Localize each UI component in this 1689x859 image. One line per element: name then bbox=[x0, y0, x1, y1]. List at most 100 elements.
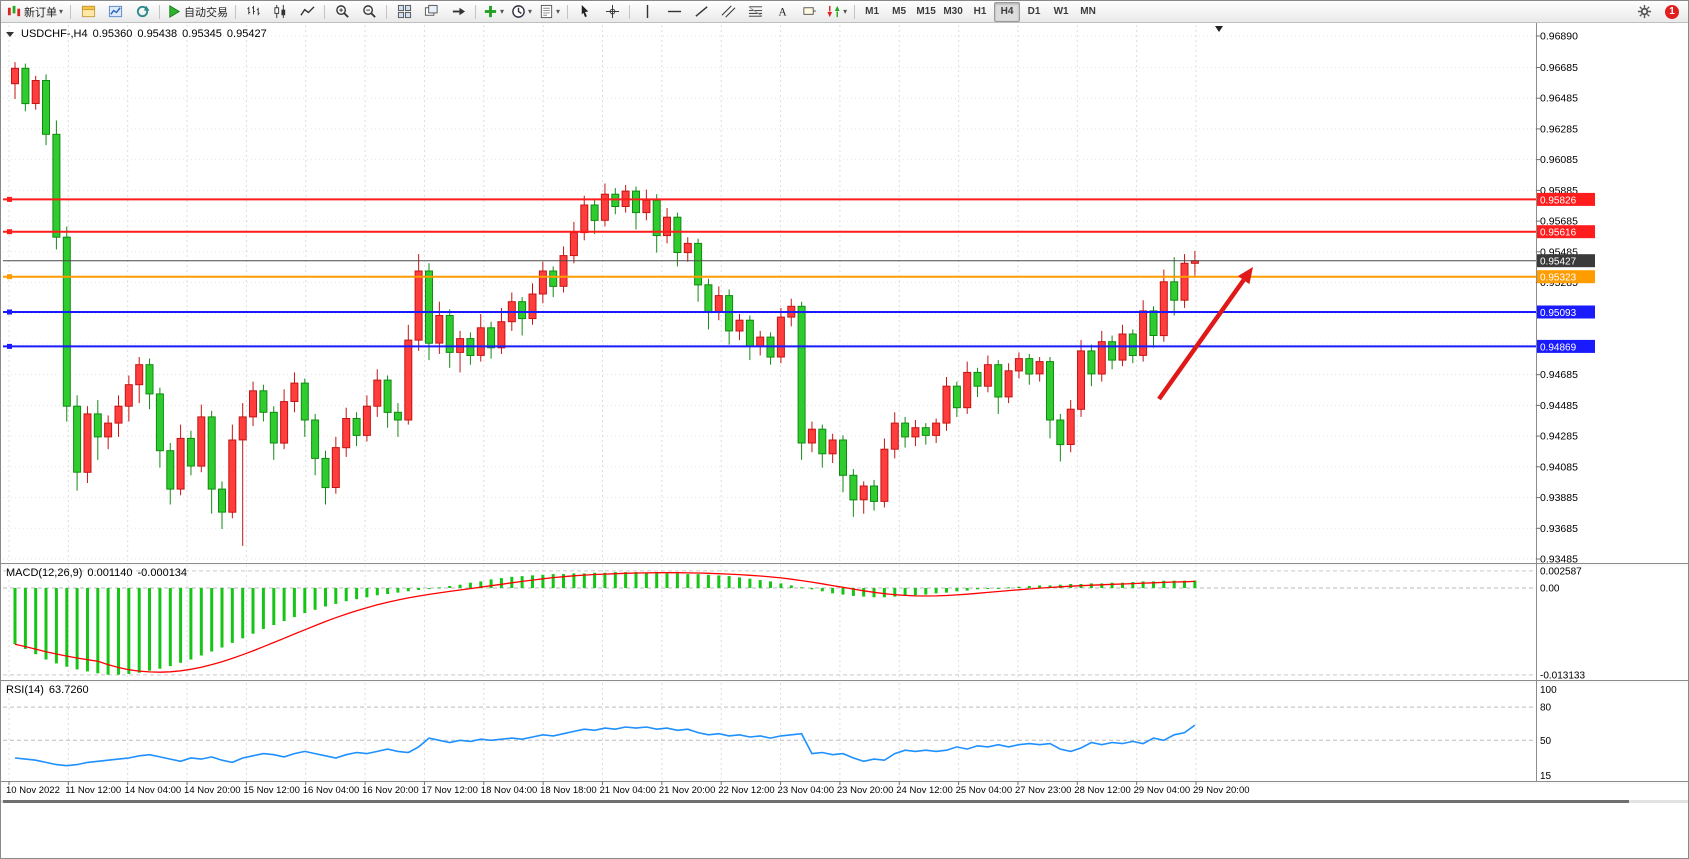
cursor-button[interactable] bbox=[572, 2, 598, 22]
candle bbox=[766, 332, 775, 365]
price-axis-label: 0.94085 bbox=[1540, 461, 1578, 473]
tf-h4-button[interactable]: H4 bbox=[994, 1, 1021, 22]
candle bbox=[1004, 363, 1013, 404]
zoom-out-button[interactable] bbox=[356, 2, 382, 22]
arrows-button[interactable]: ▾ bbox=[823, 2, 850, 22]
candle bbox=[176, 424, 185, 496]
vertical-line-button[interactable] bbox=[634, 2, 660, 22]
rsi-header: RSI(14) 63.7260 bbox=[6, 684, 89, 696]
high-value: 0.95438 bbox=[137, 28, 178, 40]
tf-h1-button[interactable]: H1 bbox=[973, 6, 987, 17]
price-tag bbox=[1537, 305, 1595, 319]
tf-m30-button[interactable]: M30 bbox=[943, 6, 963, 17]
tf-m5-button[interactable]: M5 bbox=[892, 6, 907, 17]
macd-signal-line bbox=[14, 572, 1195, 673]
price-axis-label: 0.96890 bbox=[1540, 31, 1578, 43]
candle bbox=[31, 75, 40, 110]
candle bbox=[983, 355, 992, 393]
candle bbox=[166, 443, 175, 505]
candle bbox=[373, 369, 382, 417]
bar-chart-button[interactable] bbox=[240, 2, 266, 22]
candle bbox=[290, 372, 299, 413]
crosshair-button[interactable] bbox=[599, 2, 625, 22]
candle bbox=[93, 400, 102, 460]
candle bbox=[1159, 269, 1168, 342]
time-axis-label: 25 Nov 04:00 bbox=[956, 785, 1013, 796]
time-axis[interactable]: 10 Nov 2022 11 Nov 12:00 14 Nov 04:00 14 No… bbox=[6, 781, 1250, 797]
tf-m1-button[interactable]: M1 bbox=[865, 6, 880, 17]
candle bbox=[797, 301, 806, 460]
notification-badge[interactable]: 1 bbox=[1659, 2, 1685, 22]
candle bbox=[569, 221, 578, 264]
rsi-value: 63.7260 bbox=[48, 684, 89, 696]
candlestick-chart-button[interactable] bbox=[267, 2, 293, 22]
indicators-button[interactable]: ▾ bbox=[484, 5, 505, 18]
candle bbox=[11, 62, 19, 99]
chart-settings-button[interactable] bbox=[1631, 2, 1657, 22]
price-axis[interactable]: 0.96890 0.96685 0.96485 0.96285 0.96085 0.958… bbox=[1536, 31, 1578, 566]
candle bbox=[445, 309, 454, 368]
toolbar: 新订单 ▾ 自动交易 ▾ ▾ ▾ A ▾ M1 M5 M15 M30 H1 H4 D1 W1 MN 1 bbox=[1, 1, 1688, 23]
candle bbox=[745, 315, 754, 361]
svg-text:0.95323: 0.95323 bbox=[1540, 273, 1577, 284]
periods-button[interactable]: ▾ bbox=[508, 2, 535, 22]
price-axis-label: 0.94685 bbox=[1540, 369, 1578, 381]
price-tag bbox=[1537, 192, 1595, 206]
fibonacci-button[interactable] bbox=[742, 2, 768, 22]
price-axis-label: 0.96285 bbox=[1540, 123, 1578, 135]
candle bbox=[911, 420, 920, 447]
new-order-button[interactable]: 新订单 ▾ bbox=[4, 2, 66, 22]
equidistant-channel-button[interactable] bbox=[715, 2, 741, 22]
candle bbox=[104, 415, 113, 450]
tile-windows-button[interactable] bbox=[391, 2, 417, 22]
text-button[interactable]: A bbox=[769, 2, 795, 22]
trendline-button[interactable] bbox=[688, 2, 714, 22]
candle bbox=[197, 404, 206, 473]
indicator-axis: 0.002587 0.00 -0.013133 100 80 50 15 bbox=[1540, 566, 1585, 782]
chart-shift-button[interactable] bbox=[445, 2, 471, 22]
trend-arrow-annotation[interactable] bbox=[1157, 267, 1253, 401]
line-handle bbox=[7, 196, 12, 202]
horizontal-line-button[interactable] bbox=[661, 2, 687, 22]
time-axis-label: 18 Nov 04:00 bbox=[481, 785, 538, 796]
zoom-in-button[interactable] bbox=[329, 2, 355, 22]
auto-arrange-button[interactable] bbox=[418, 2, 444, 22]
h-scrollbar-track[interactable] bbox=[1, 800, 1688, 803]
tf-w1-button[interactable]: W1 bbox=[1053, 6, 1069, 17]
support-line-upper[interactable] bbox=[3, 309, 1536, 315]
candle bbox=[1097, 330, 1106, 382]
candle bbox=[62, 226, 71, 422]
data-window-button[interactable] bbox=[102, 2, 128, 22]
resistance-line-lower[interactable] bbox=[3, 229, 1536, 235]
line-chart-button[interactable] bbox=[294, 2, 320, 22]
auto-trading-button[interactable]: 自动交易 bbox=[164, 2, 231, 22]
market-watch-button[interactable] bbox=[75, 2, 101, 22]
candle bbox=[21, 63, 30, 112]
panel-frame bbox=[1, 23, 1688, 784]
shift-end-marker[interactable] bbox=[1215, 26, 1223, 32]
candle bbox=[994, 360, 1003, 414]
tf-m15-button[interactable]: M15 bbox=[916, 6, 936, 17]
candle bbox=[880, 438, 889, 508]
candle bbox=[1170, 257, 1179, 316]
templates-button[interactable]: ▾ bbox=[536, 2, 563, 22]
text-label-button[interactable] bbox=[796, 2, 822, 22]
candle bbox=[280, 389, 289, 450]
symbol-label: USDCHF-,H4 bbox=[21, 28, 88, 40]
support-line-lower[interactable] bbox=[3, 343, 1536, 349]
candle bbox=[259, 384, 268, 422]
navigator-button[interactable] bbox=[129, 2, 155, 22]
time-axis-label: 16 Nov 20:00 bbox=[362, 785, 419, 796]
candle bbox=[756, 330, 765, 356]
candle bbox=[186, 430, 195, 476]
tf-mn-button[interactable]: MN bbox=[1080, 6, 1096, 17]
low-value: 0.95345 bbox=[182, 28, 222, 40]
pivot-line[interactable] bbox=[3, 274, 1536, 280]
candle bbox=[487, 321, 496, 359]
collapse-chart-icon[interactable] bbox=[6, 31, 14, 37]
resistance-line-upper[interactable] bbox=[3, 196, 1536, 202]
time-axis-label: 17 Nov 12:00 bbox=[421, 785, 478, 796]
h-scrollbar-thumb[interactable] bbox=[3, 800, 1629, 803]
tf-d1-button[interactable]: D1 bbox=[1027, 6, 1041, 17]
